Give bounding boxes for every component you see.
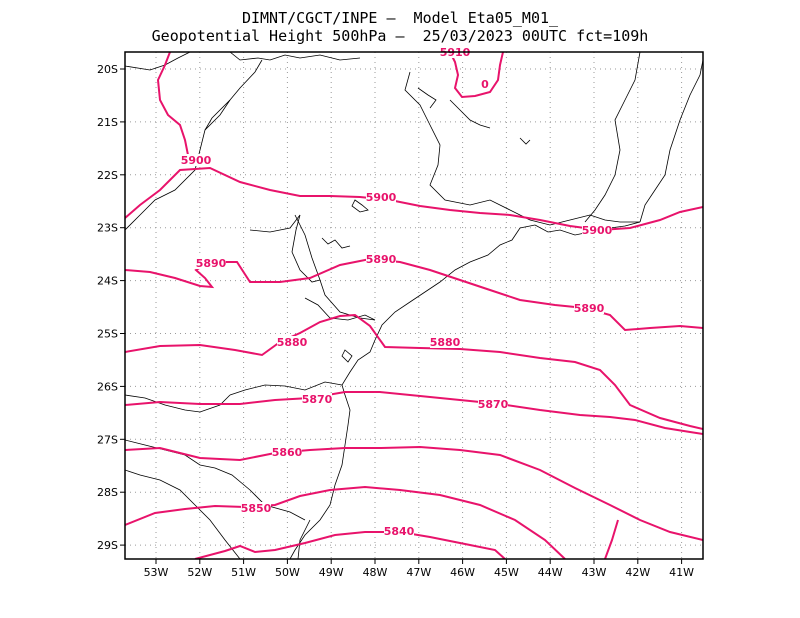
longitude-tick-label: 41W <box>669 566 694 579</box>
reservoir-3 <box>417 87 437 109</box>
contour-label-group-5840: 5840 <box>384 525 415 538</box>
longitude-tick-label: 51W <box>231 566 256 579</box>
longitude-tick-label: 43W <box>582 566 607 579</box>
contour-label-group-0: 0 <box>480 78 490 91</box>
contour-label-group-5850: 5850 <box>241 502 272 515</box>
state-border-sp-mg <box>404 71 531 221</box>
contour-label-group-5880-a: 5880 <box>277 336 308 349</box>
longitude-tick-label: 49W <box>319 566 344 579</box>
longitude-tick-label: 45W <box>494 566 519 579</box>
latitude-tick-label: 20S <box>97 63 118 76</box>
longitude-tick-label: 44W <box>538 566 563 579</box>
longitude-tick-label: 48W <box>363 566 388 579</box>
contour-label-5880-east: 5880 <box>430 336 461 349</box>
reservoir-5 <box>519 137 531 145</box>
latitude-tick-label: 25S <box>97 328 118 341</box>
contour-5910-b <box>449 52 504 99</box>
contour-label-0: 0 <box>481 78 489 91</box>
longitude-tick-label: 47W <box>406 566 431 579</box>
coast-pr-sc <box>289 339 376 559</box>
contour-label-5900-east: 5900 <box>582 224 613 237</box>
latitude-tick-label: 26S <box>97 380 118 393</box>
border-paraguay <box>304 297 376 321</box>
contour-label-5890-east: 5890 <box>574 302 605 315</box>
latitude-tick-label: 22S <box>97 169 118 182</box>
contour-label-group-5890-c: 5890 <box>574 302 605 315</box>
latitude-tick-label: 29S <box>97 539 118 552</box>
longitude-tick-label: 52W <box>187 566 212 579</box>
river-uruguay <box>125 469 241 559</box>
state-border-north <box>125 52 191 71</box>
border-ms-pr <box>249 214 301 233</box>
river-parana <box>204 59 263 131</box>
map-frame <box>124 51 704 560</box>
latitude-tick-label: 27S <box>97 433 118 446</box>
longitude-tick-label: 50W <box>275 566 300 579</box>
state-border-mg-north <box>229 52 361 61</box>
longitude-tick-label: 46W <box>450 566 475 579</box>
state-border-mg-es <box>584 52 641 223</box>
contour-label-group-5860: 5860 <box>272 446 303 459</box>
contour-label-5890-center: 5890 <box>366 253 397 266</box>
geopotential-contours <box>125 52 703 559</box>
contour-label-group-5870-a: 5870 <box>302 393 333 406</box>
contour-label-group-5870-b: 5870 <box>478 398 509 411</box>
reservoir-1 <box>351 199 369 213</box>
chart-title-line-2: Geopotential Height 500hPa – 25/03/2023 … <box>151 27 649 45</box>
contour-label-5850: 5850 <box>241 502 272 515</box>
latitude-tick-label: 21S <box>97 116 118 129</box>
reservoir-2 <box>321 237 351 249</box>
latitude-tick-label: 28S <box>97 486 118 499</box>
coast-es <box>639 59 703 223</box>
longitude-tick-label: 42W <box>625 566 650 579</box>
contour-label-5870-west: 5870 <box>302 393 333 406</box>
contour-label-5860: 5860 <box>272 446 303 459</box>
chart-title-line-1: DIMNT/CGCT/INPE – Model Eta05_M01_ <box>241 9 559 27</box>
latitude-tick-label: 23S <box>97 222 118 235</box>
contour-label-5900-west: 5900 <box>181 154 212 167</box>
river-paranapanema <box>291 214 321 283</box>
contour-label-group-5880-b: 5880 <box>430 336 461 349</box>
state-border-rj-mg <box>529 214 640 226</box>
border-pr-sc <box>229 381 343 396</box>
contour-5880 <box>125 313 703 430</box>
contour-5860 <box>125 445 703 541</box>
contour-5890 <box>125 257 703 332</box>
contour-5910-a <box>156 52 189 156</box>
longitude-tick-labels: 53W 52W 51W 50W 49W 48W 47W 46W 45W 44W 43W 42W 41W <box>144 559 694 579</box>
contour-label-5890-west: 5890 <box>196 257 227 270</box>
coast-sp <box>374 224 536 341</box>
reservoir-4 <box>449 99 491 129</box>
contour-label-5870-east: 5870 <box>478 398 509 411</box>
longitude-tick-label: 53W <box>144 566 169 579</box>
contour-5850 <box>125 485 566 559</box>
latitude-tick-labels: 20S 21S 22S 23S 24S 25S 26S 27S 28S 29S <box>97 63 125 552</box>
contour-label-group-5890-b: 5890 <box>366 253 397 266</box>
lagoa-patos <box>297 519 311 559</box>
contour-label-group-5900-c: 5900 <box>582 224 613 237</box>
contour-5870 <box>125 391 703 435</box>
contour-label-group-5900-b: 5900 <box>366 191 397 204</box>
contour-5840-right <box>604 519 619 559</box>
contour-label-5900-center: 5900 <box>366 191 397 204</box>
state-border-ms-sp <box>125 99 231 231</box>
coastline-and-borders <box>125 52 703 559</box>
latitude-tick-label: 24S <box>97 275 118 288</box>
contour-label-5880-west: 5880 <box>277 336 308 349</box>
contour-label-group-5900-a: 5900 <box>181 154 212 167</box>
contour-label-5840: 5840 <box>384 525 415 538</box>
island-sc <box>341 349 353 363</box>
contour-5840 <box>194 531 506 559</box>
contour-5900 <box>125 166 703 232</box>
contour-label-group-5890-a: 5890 <box>196 257 227 270</box>
contour-labels: 5910 0 5900 5900 5900 5890 5890 5890 588… <box>181 46 613 538</box>
